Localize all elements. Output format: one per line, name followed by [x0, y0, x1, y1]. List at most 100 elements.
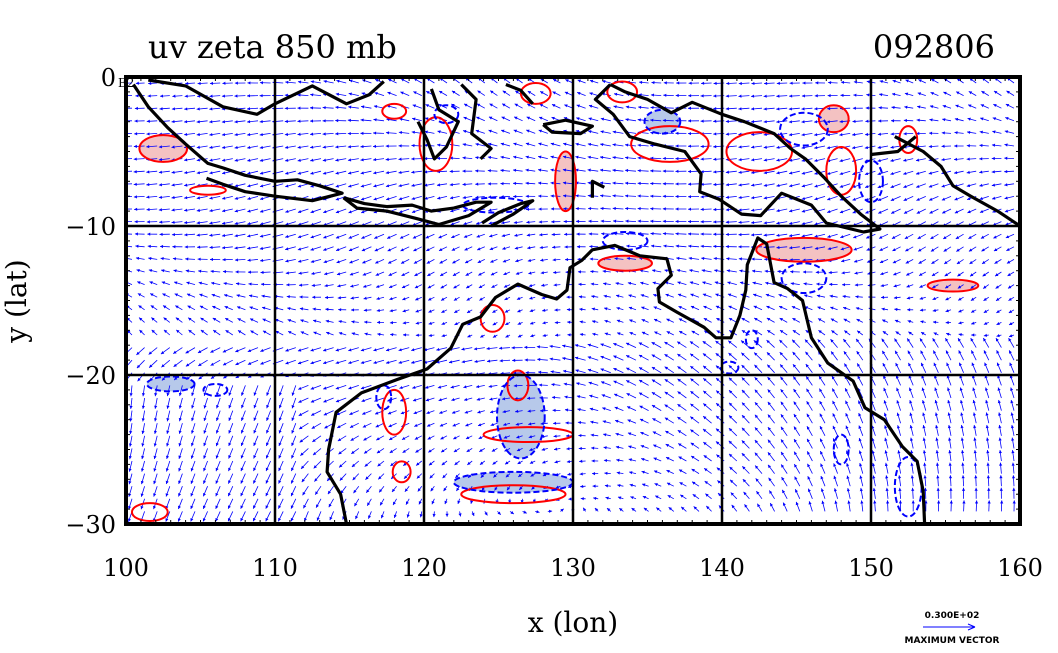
wind-vector-head — [1010, 412, 1014, 416]
wind-vector-head — [291, 480, 294, 484]
wind-vector-head — [454, 309, 458, 313]
wind-vector-head — [1004, 130, 1009, 134]
wind-vector-head — [726, 269, 730, 273]
wind-vector-head — [904, 105, 908, 109]
wind-vector-head — [278, 455, 282, 459]
wind-vector-head — [715, 353, 720, 357]
wind-vector-head — [444, 500, 448, 505]
wind-vector-head — [184, 245, 188, 249]
wind-vector-head — [751, 81, 755, 86]
wind-vector-head — [919, 284, 923, 288]
wind-vector-head — [153, 443, 157, 447]
wind-vector-head — [830, 306, 834, 310]
wind-vector-head — [993, 248, 998, 252]
wind-vector-head — [228, 467, 232, 472]
wind-vector-head — [146, 195, 150, 199]
wind-vector-head — [171, 220, 175, 224]
wind-vector-head — [792, 339, 796, 343]
wind-vector-head — [690, 366, 694, 370]
wind-vector-head — [688, 182, 692, 186]
wind-vector-head — [892, 260, 897, 264]
wind-vector-head — [311, 271, 315, 275]
wind-vector-head — [738, 145, 742, 149]
wind-vector-head — [163, 329, 168, 334]
wind-vector-head — [284, 106, 288, 110]
wind-vector-head — [505, 334, 509, 338]
wind-vector-head — [744, 504, 748, 508]
wind-vector-head — [639, 80, 643, 84]
wind-vector-head — [450, 209, 454, 213]
wind-vector-head — [467, 461, 471, 465]
wind-vector-head — [630, 496, 634, 500]
wind-vector-head — [240, 492, 244, 497]
wind-vector-head — [592, 472, 596, 476]
wind-vector-head — [199, 305, 204, 309]
wind-vector-head — [690, 416, 694, 420]
wind-vector-head — [224, 306, 229, 309]
wind-vector-head — [291, 417, 295, 421]
wind-vector-head — [662, 194, 666, 198]
wind-vector-head — [210, 362, 214, 366]
wind-vector-head — [897, 450, 901, 454]
wind-vector-head — [363, 284, 367, 288]
wind-vector-head — [310, 132, 314, 136]
wind-vector-head — [791, 306, 796, 310]
wind-vector-head — [360, 197, 365, 201]
wind-vector-head — [159, 107, 163, 111]
wind-vector-head — [820, 463, 824, 467]
wind-vector-head — [335, 118, 339, 123]
wind-vector-head — [819, 376, 823, 380]
wind-vector-head — [801, 184, 806, 188]
wind-vector-head — [575, 194, 579, 198]
wind-vector-head — [996, 362, 1000, 367]
wind-vector-head — [680, 494, 684, 498]
wind-vector-head — [923, 475, 927, 479]
wind-vector-head — [141, 443, 145, 447]
wind-vector-head — [323, 210, 327, 214]
wind-vector-head — [890, 132, 894, 136]
wind-vector-head — [627, 406, 631, 410]
wind-vector-head — [882, 350, 886, 355]
wind-vector-head — [814, 158, 818, 163]
wind-vector-head — [517, 461, 521, 464]
wind-vector-head — [703, 403, 707, 407]
wind-vector-head — [655, 495, 659, 499]
wind-vector-head — [580, 497, 584, 501]
wind-vector-head — [795, 489, 798, 493]
wind-vector-head — [362, 424, 367, 428]
wind-vector-head — [587, 168, 591, 172]
wind-vector-head — [794, 476, 798, 480]
wind-vector-head — [942, 104, 947, 108]
wind-vector-head — [323, 348, 327, 352]
wind-vector-head — [388, 272, 392, 276]
wind-vector-head — [700, 244, 704, 248]
wind-vector-head — [725, 232, 729, 237]
wind-vector-head — [893, 272, 897, 276]
wind-vector-head — [456, 487, 460, 491]
wind-vector-head — [754, 402, 759, 406]
wind-vector-head — [247, 270, 251, 274]
wind-vector-head — [135, 256, 140, 260]
wind-vector-head — [881, 338, 885, 342]
wind-vector-head — [553, 283, 557, 287]
wind-vector-head — [505, 474, 510, 478]
wind-vector-head — [508, 500, 512, 504]
wind-vector-head — [653, 470, 658, 474]
wind-vector-head — [691, 330, 695, 334]
wind-vector-head — [562, 356, 566, 361]
wind-vector-head — [916, 131, 920, 136]
wind-vector-head — [335, 399, 340, 403]
wind-vector-head — [604, 484, 609, 488]
wind-vector-head — [488, 129, 492, 133]
wind-vector-head — [566, 459, 571, 464]
wind-vector-head — [542, 333, 546, 337]
wind-vector-head — [650, 181, 654, 186]
wind-vector-head — [665, 430, 669, 434]
wind-vector-head — [146, 207, 150, 212]
wind-vector-head — [588, 117, 592, 121]
wind-vector-head — [389, 285, 393, 289]
wind-vector-head — [525, 181, 529, 185]
wind-vector-head — [225, 318, 229, 322]
wind-vector-head — [954, 144, 958, 148]
wind-vector-head — [487, 359, 491, 363]
